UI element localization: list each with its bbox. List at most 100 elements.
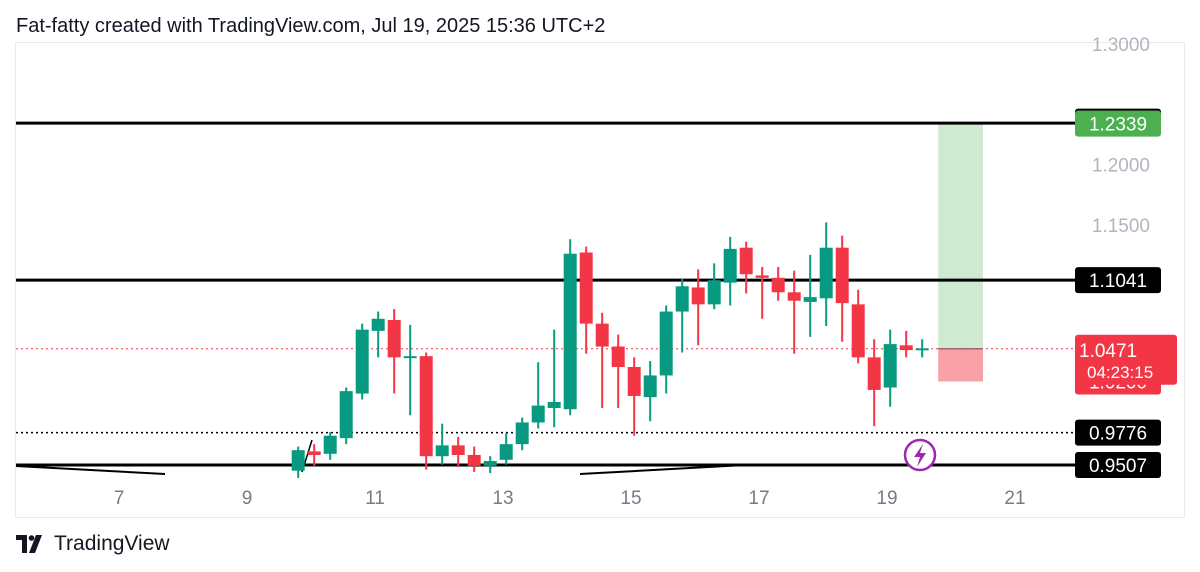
candle — [547, 329, 561, 428]
candle-body — [515, 422, 529, 445]
candle — [339, 387, 353, 445]
chart-header: Fat-fatty created with TradingView.com, … — [16, 15, 606, 37]
candle-body — [867, 357, 881, 390]
candle — [531, 362, 545, 429]
candle — [291, 446, 305, 478]
candle — [899, 330, 913, 358]
candle — [563, 239, 577, 416]
candle — [867, 339, 881, 427]
candle — [739, 241, 753, 294]
candles — [291, 222, 929, 478]
candle-body — [787, 292, 801, 301]
candle — [419, 352, 433, 470]
target-price-tag-text: 1.2339 — [1089, 115, 1147, 136]
level-price-tag: 0.9507 — [1075, 452, 1161, 478]
candle — [323, 432, 337, 460]
candle — [611, 334, 625, 408]
candle — [659, 305, 673, 394]
candle-body — [531, 405, 545, 423]
candle-body — [563, 253, 577, 410]
candle — [675, 279, 689, 353]
level-price-tag: 0.9776 — [1075, 419, 1161, 446]
candle-body — [483, 461, 497, 466]
candle-body — [467, 454, 481, 466]
candle-body — [291, 450, 305, 471]
x-tick-label: 19 — [876, 488, 897, 509]
lightning-icon[interactable] — [903, 438, 937, 472]
tradingview-logo[interactable]: TradingView — [16, 532, 170, 556]
candle-body — [579, 252, 593, 324]
event-marker — [903, 438, 937, 472]
bolt-shape — [914, 444, 926, 467]
candle-body — [835, 247, 849, 304]
tradingview-logo-icon — [16, 535, 42, 553]
candle — [627, 357, 641, 436]
candle-body — [323, 435, 337, 454]
tradingview-brand-text: TradingView — [54, 532, 170, 555]
stop-zone — [938, 348, 983, 382]
level-price-tag-bg — [1075, 419, 1161, 446]
candle — [403, 324, 417, 416]
candle-body — [419, 356, 433, 457]
x-tick-label: 11 — [365, 488, 385, 509]
candle-body — [883, 344, 897, 388]
y-tick-label: 1.2000 — [1092, 156, 1150, 177]
candle — [835, 235, 849, 342]
candle-body — [627, 367, 641, 396]
x-tick-label: 17 — [748, 488, 769, 509]
candle-body — [371, 318, 385, 331]
candle — [883, 329, 897, 407]
candle — [691, 269, 705, 346]
x-tick-label: 21 — [1004, 488, 1025, 509]
candle-body — [707, 280, 721, 305]
candle — [755, 266, 769, 319]
candle — [643, 360, 657, 422]
candle — [371, 311, 385, 358]
candle-body — [387, 320, 401, 358]
candle — [355, 323, 369, 400]
candle-body — [595, 323, 609, 347]
candle-body — [803, 297, 817, 302]
candle-body — [739, 247, 753, 275]
x-tick-label: 9 — [242, 488, 253, 509]
candle-body — [819, 247, 833, 299]
countdown-text: 04:23:15 — [1087, 363, 1153, 382]
candle-body — [435, 445, 449, 457]
candle-body — [643, 375, 657, 398]
level-price-tag-text: 0.9776 — [1089, 424, 1147, 445]
candle-body — [691, 287, 705, 305]
target-zone — [938, 123, 983, 349]
candle — [307, 444, 321, 466]
candle-body — [771, 277, 785, 293]
candle — [787, 270, 801, 354]
current-price-tag-bg — [1075, 334, 1177, 385]
candle-body — [547, 401, 561, 408]
level-price-tag: 1.1041 — [1075, 267, 1161, 294]
candle-body — [307, 451, 321, 455]
candle-body — [611, 346, 625, 368]
candle-body — [723, 248, 737, 283]
x-tick-label: 13 — [492, 488, 513, 509]
x-tick-label: 15 — [620, 488, 641, 509]
level-price-tag-bg — [1075, 452, 1161, 478]
candle-body — [339, 391, 353, 439]
candle-body — [675, 286, 689, 312]
candle — [515, 417, 529, 451]
candle-body — [755, 275, 769, 278]
candle — [723, 236, 737, 306]
candle-body — [451, 445, 465, 455]
candle-body — [355, 329, 369, 394]
candle — [451, 436, 465, 468]
candle — [435, 423, 449, 465]
candle — [803, 254, 817, 337]
current-price-text: 1.0471 — [1079, 341, 1137, 362]
level-price-tag-text: 0.9507 — [1089, 456, 1147, 477]
candle — [499, 433, 513, 465]
trend-line — [579, 464, 746, 475]
y-tick-label: 1.3000 — [1092, 35, 1150, 56]
candle — [915, 339, 929, 358]
price-tags: 1.23431.10410.97760.95071.23391.04751.02… — [1075, 108, 1177, 478]
candle-body — [851, 304, 865, 358]
